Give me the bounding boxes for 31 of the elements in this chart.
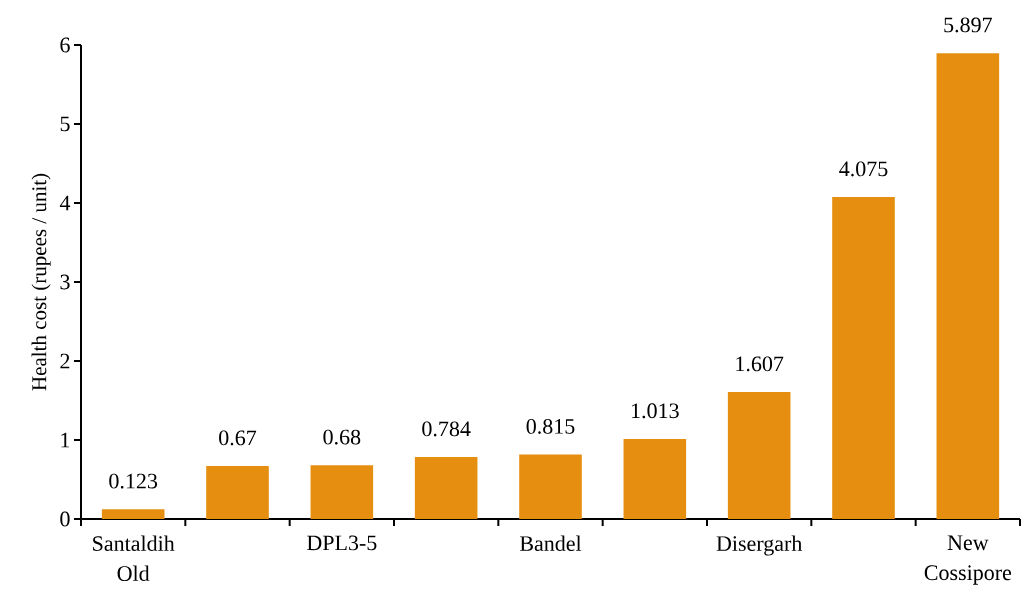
y-tick-label: 0 xyxy=(60,511,70,527)
bar xyxy=(101,509,165,519)
x-tick-label: Disergarh xyxy=(716,535,803,556)
x-tick-label: DPL3-5 xyxy=(307,535,377,551)
data-label: 1.607 xyxy=(736,356,784,372)
bar xyxy=(519,454,582,519)
y-axis-title: Health cost (rupees / unit) xyxy=(31,173,51,391)
data-label: 0.68 xyxy=(323,429,361,445)
y-tick-label: 1 xyxy=(61,432,70,448)
y-tick-label: 2 xyxy=(60,353,70,369)
data-label: 0.784 xyxy=(422,421,471,437)
bar xyxy=(206,466,269,519)
y-tick-label: 4 xyxy=(59,195,71,211)
data-label: 0.815 xyxy=(526,418,575,434)
x-tick-label: Santaldih Old xyxy=(93,535,175,582)
data-label: 1.013 xyxy=(632,403,679,419)
bar xyxy=(832,197,895,519)
bar xyxy=(414,457,478,519)
bar xyxy=(936,53,1000,519)
data-label: 0.67 xyxy=(219,430,257,446)
bar xyxy=(310,465,374,519)
x-tick-label: New Cossipore xyxy=(924,535,1012,585)
bar xyxy=(727,392,791,519)
bar xyxy=(623,438,687,519)
x-tick-label: Bandel xyxy=(519,535,582,552)
data-label: 0.123 xyxy=(109,473,158,489)
y-tick-label: 3 xyxy=(60,274,70,290)
y-tick-label: 5 xyxy=(60,116,70,132)
y-tick-label: 6 xyxy=(60,37,70,53)
data-label: 5.897 xyxy=(944,17,992,33)
data-label: 4.075 xyxy=(839,161,888,177)
